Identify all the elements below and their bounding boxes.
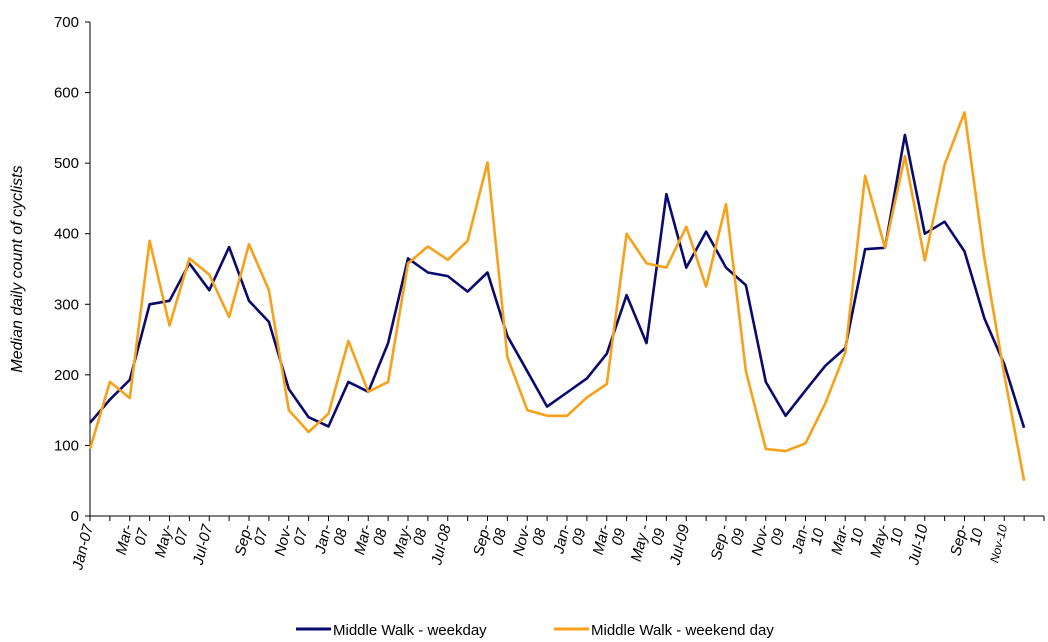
y-axis: 0 100 200 300 400 500 600 700	[54, 14, 91, 525]
x-tick-label-line: Nov-10	[987, 523, 1010, 564]
x-tick-label-line: Jul-10	[905, 522, 932, 567]
x-tick-label: Jul-07	[190, 522, 217, 567]
y-tick-label: 0	[71, 508, 79, 525]
x-tick-label: Mar-10	[828, 523, 868, 557]
x-tick-label: Mar-07	[113, 523, 153, 557]
legend-label: Middle Walk - weekend day	[591, 622, 774, 639]
x-tick-label-line: 08	[410, 526, 431, 547]
x-tick-label-line: 10	[847, 526, 868, 547]
x-tick-label: Jan-09	[550, 523, 590, 556]
x-tick-label: Jan-07	[69, 522, 97, 572]
x-tick-label: May -09	[628, 523, 669, 564]
x-tick-label: Sep-10	[947, 523, 987, 558]
x-tick-label: Jan-08	[312, 523, 351, 556]
y-axis-title: Median daily count of cyclists	[9, 165, 26, 372]
x-tick-label-line: Jan-	[550, 523, 574, 556]
x-tick-label-line: 08	[529, 526, 550, 547]
x-tick-label-line: Jul-08	[428, 522, 455, 567]
x-tick-label: Jan-10	[789, 523, 828, 556]
x-tick-label: May-10	[867, 523, 908, 559]
x-tick-label-line: 07	[291, 526, 312, 547]
x-tick-label: May-07	[152, 523, 192, 559]
x-tick-label-line: 08	[489, 526, 510, 547]
x-tick-label: Nov-07	[271, 523, 312, 558]
x-tick-label-line: 08	[330, 526, 351, 547]
legend-label: Middle Walk - weekday	[333, 622, 487, 639]
x-tick-label-line: 09	[609, 526, 630, 547]
x-tick-label: Mar-08	[351, 523, 391, 557]
y-tick-label: 400	[54, 226, 79, 243]
x-tick-label-line: 10	[887, 526, 908, 547]
y-tick-label: 100	[54, 437, 79, 454]
x-tick-label-line: Mar-	[828, 523, 852, 557]
x-tick-label-line: Mar-	[351, 523, 375, 557]
y-tick-label: 300	[54, 296, 79, 313]
x-tick-label-line: Jan-07	[69, 522, 97, 572]
x-tick-label-line: Jan-	[312, 523, 336, 556]
x-tick-label-line: 07	[171, 526, 192, 547]
x-tick-label: Sep-07	[232, 523, 272, 558]
x-tick-label-line: 07	[251, 526, 272, 547]
x-tick-label-line: Mar-	[590, 523, 614, 557]
x-tick-label: Sep-08	[470, 523, 510, 558]
legend: Middle Walk - weekday Middle Walk - weeke…	[296, 622, 774, 639]
x-tick-label-line: 10	[807, 526, 828, 547]
x-tick-label-line: Jul-09	[667, 522, 694, 567]
x-tick-label: Nov-10	[987, 523, 1010, 564]
y-tick-label: 200	[54, 367, 79, 384]
x-tick-label: Sep -09	[708, 523, 749, 562]
x-tick-label-line: Mar-	[113, 523, 137, 557]
x-tick-label: Jul-10	[905, 522, 932, 567]
series-layer	[88, 111, 1026, 481]
y-tick-label: 600	[54, 85, 79, 102]
y-tick-label: 500	[54, 155, 79, 172]
x-tick-label-line: 07	[132, 526, 153, 547]
x-tick-label-line: Jul-07	[190, 522, 217, 567]
x-tick-label-line: 09	[648, 526, 669, 547]
x-tick-label-line: 08	[370, 526, 391, 547]
x-tick-label-line: 10	[966, 526, 987, 547]
x-tick-label-line: 09	[768, 526, 789, 547]
x-tick-label: Nov-09	[748, 523, 789, 558]
y-tick-label: 700	[54, 14, 79, 31]
x-tick-label-line: 09	[569, 526, 590, 547]
x-tick-label: Mar-09	[590, 523, 630, 557]
series-line-weekday	[89, 133, 1026, 429]
x-tick-label-line: Jan-	[789, 523, 813, 556]
x-tick-label: Jul-08	[428, 522, 455, 567]
x-tick-label-line: 09	[728, 526, 749, 547]
x-tick-label: Jul-09	[667, 522, 694, 567]
series-line-weekend-day	[88, 111, 1026, 481]
x-tick-label: May-08	[390, 523, 431, 559]
x-tick-label: Nov-08	[510, 523, 550, 558]
